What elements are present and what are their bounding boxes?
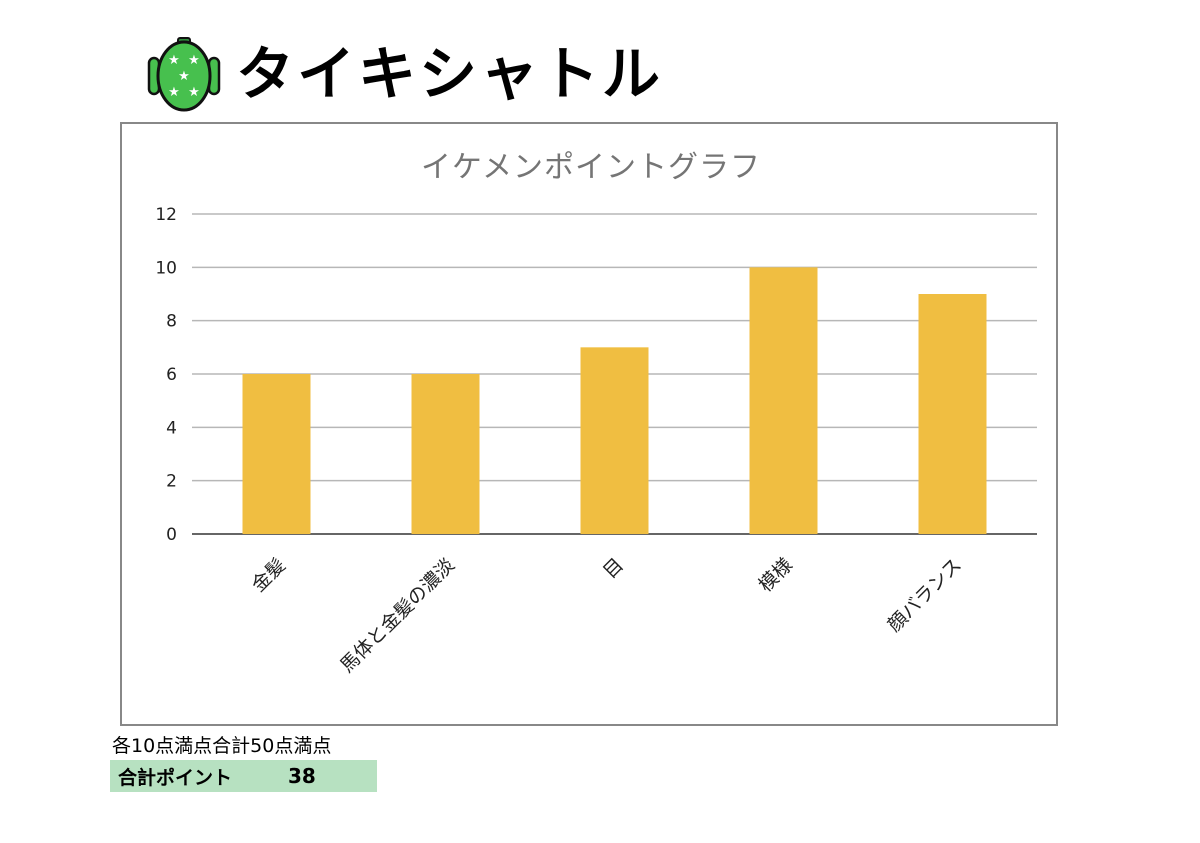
y-tick-label: 0	[166, 525, 177, 545]
x-tick-label: 顔バランス	[884, 554, 966, 636]
header: ★ ★ ★ ★ ★ タイキシャトル	[146, 36, 663, 112]
svg-text:★: ★	[168, 53, 180, 68]
x-tick-label: 目	[599, 554, 628, 583]
x-tick-label: 金髪	[248, 554, 290, 596]
y-tick-label: 2	[166, 472, 177, 492]
y-tick-label: 10	[155, 258, 177, 278]
bar-4	[918, 294, 987, 534]
x-tick-label: 馬体と金髪の濃淡	[336, 554, 459, 677]
bar-chart: 0 2 4 6 8 10 12 金髪 馬体と金髪の濃淡 目 模様 顔バランス	[155, 205, 1037, 677]
svg-text:★: ★	[188, 85, 200, 100]
total-points-row: 合計ポイント 38	[110, 760, 377, 792]
y-tick-label: 6	[166, 365, 177, 385]
bar-3	[749, 267, 818, 534]
chart-frame: 0 2 4 6 8 10 12 金髪 馬体と金髪の濃淡 目 模様 顔バランス イケメンポイントグラフ	[120, 122, 1058, 726]
bar-2	[580, 347, 649, 534]
bar-1	[411, 374, 480, 534]
svg-text:★: ★	[188, 53, 200, 68]
horse-name-title: タイキシャトル	[236, 40, 664, 108]
total-points-label: 合計ポイント	[118, 766, 233, 789]
y-tick-label: 4	[166, 418, 177, 438]
scoring-note: 各10点満点合計50点満点	[112, 735, 332, 757]
total-points-value: 38	[288, 764, 316, 788]
bar-0	[242, 374, 311, 534]
x-tick-label: 模様	[755, 554, 797, 596]
svg-text:★: ★	[168, 85, 180, 100]
chart-title: イケメンポイントグラフ	[420, 150, 762, 185]
svg-text:★: ★	[178, 69, 190, 84]
y-tick-label: 8	[166, 312, 177, 332]
jockey-silks-icon: ★ ★ ★ ★ ★	[147, 37, 221, 112]
y-tick-label: 12	[155, 205, 177, 225]
